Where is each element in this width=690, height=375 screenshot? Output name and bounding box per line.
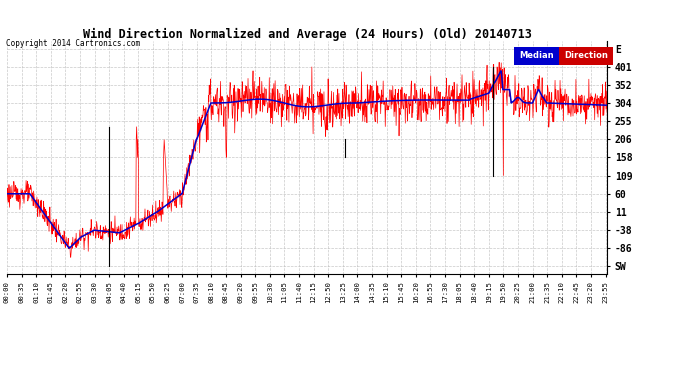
Text: Median: Median: [520, 51, 554, 60]
FancyBboxPatch shape: [514, 47, 559, 64]
FancyBboxPatch shape: [559, 47, 613, 64]
Text: Direction: Direction: [564, 51, 608, 60]
Text: Copyright 2014 Cartronics.com: Copyright 2014 Cartronics.com: [6, 39, 139, 48]
Title: Wind Direction Normalized and Average (24 Hours) (Old) 20140713: Wind Direction Normalized and Average (2…: [83, 28, 531, 41]
